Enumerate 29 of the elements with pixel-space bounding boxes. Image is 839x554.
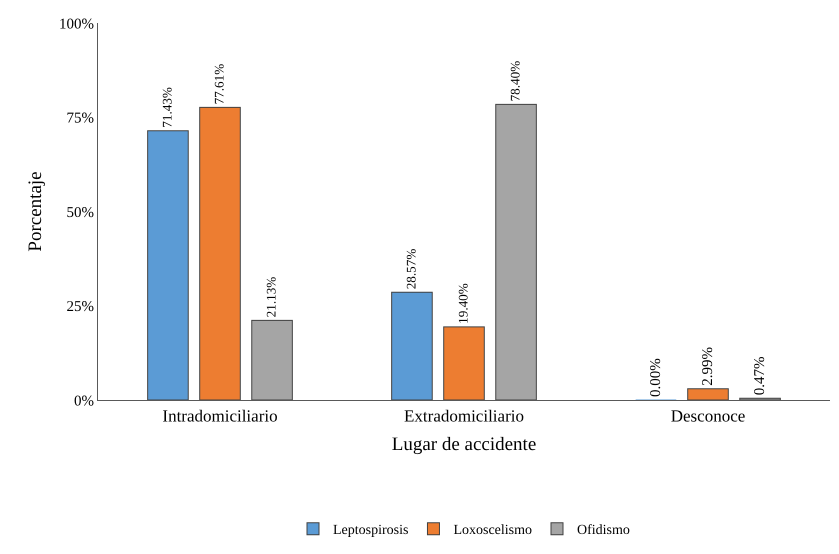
bar [391,292,433,400]
y-tick-label: 100% [59,16,94,32]
data-label: 0.47% [752,356,768,396]
data-label: 0.00% [648,358,664,397]
x-tick-label: Extradomiciliario [404,406,524,426]
data-label: 77.61% [212,64,227,104]
y-axis-title: Porcentaje [24,171,46,252]
legend-label: Leptospirosis [333,523,408,538]
bar [443,326,485,400]
data-label: 21.13% [264,276,279,318]
data-label: 28.57% [403,248,418,290]
y-tick-label: 0% [74,393,94,410]
bar [147,130,189,400]
legend-label: Loxoscelismo [453,523,532,538]
bar [199,106,241,400]
y-tick-label: 50% [66,204,94,221]
data-label: 19.40% [456,283,471,324]
x-tick-label: Desconoce [670,406,746,426]
data-label: 71.43% [159,87,174,128]
legend-label: Ofidismo [577,523,630,538]
bar [687,388,729,400]
bar [251,320,293,400]
data-label: 2.99% [700,346,716,386]
x-axis-title: Lugar de accidente [392,434,536,456]
x-tick-label: Intradomiciliario [162,406,278,426]
y-tick-label: 25% [66,299,94,315]
bar [495,104,537,400]
y-tick-label: 75% [66,110,94,126]
data-label: 78.40% [508,60,523,102]
